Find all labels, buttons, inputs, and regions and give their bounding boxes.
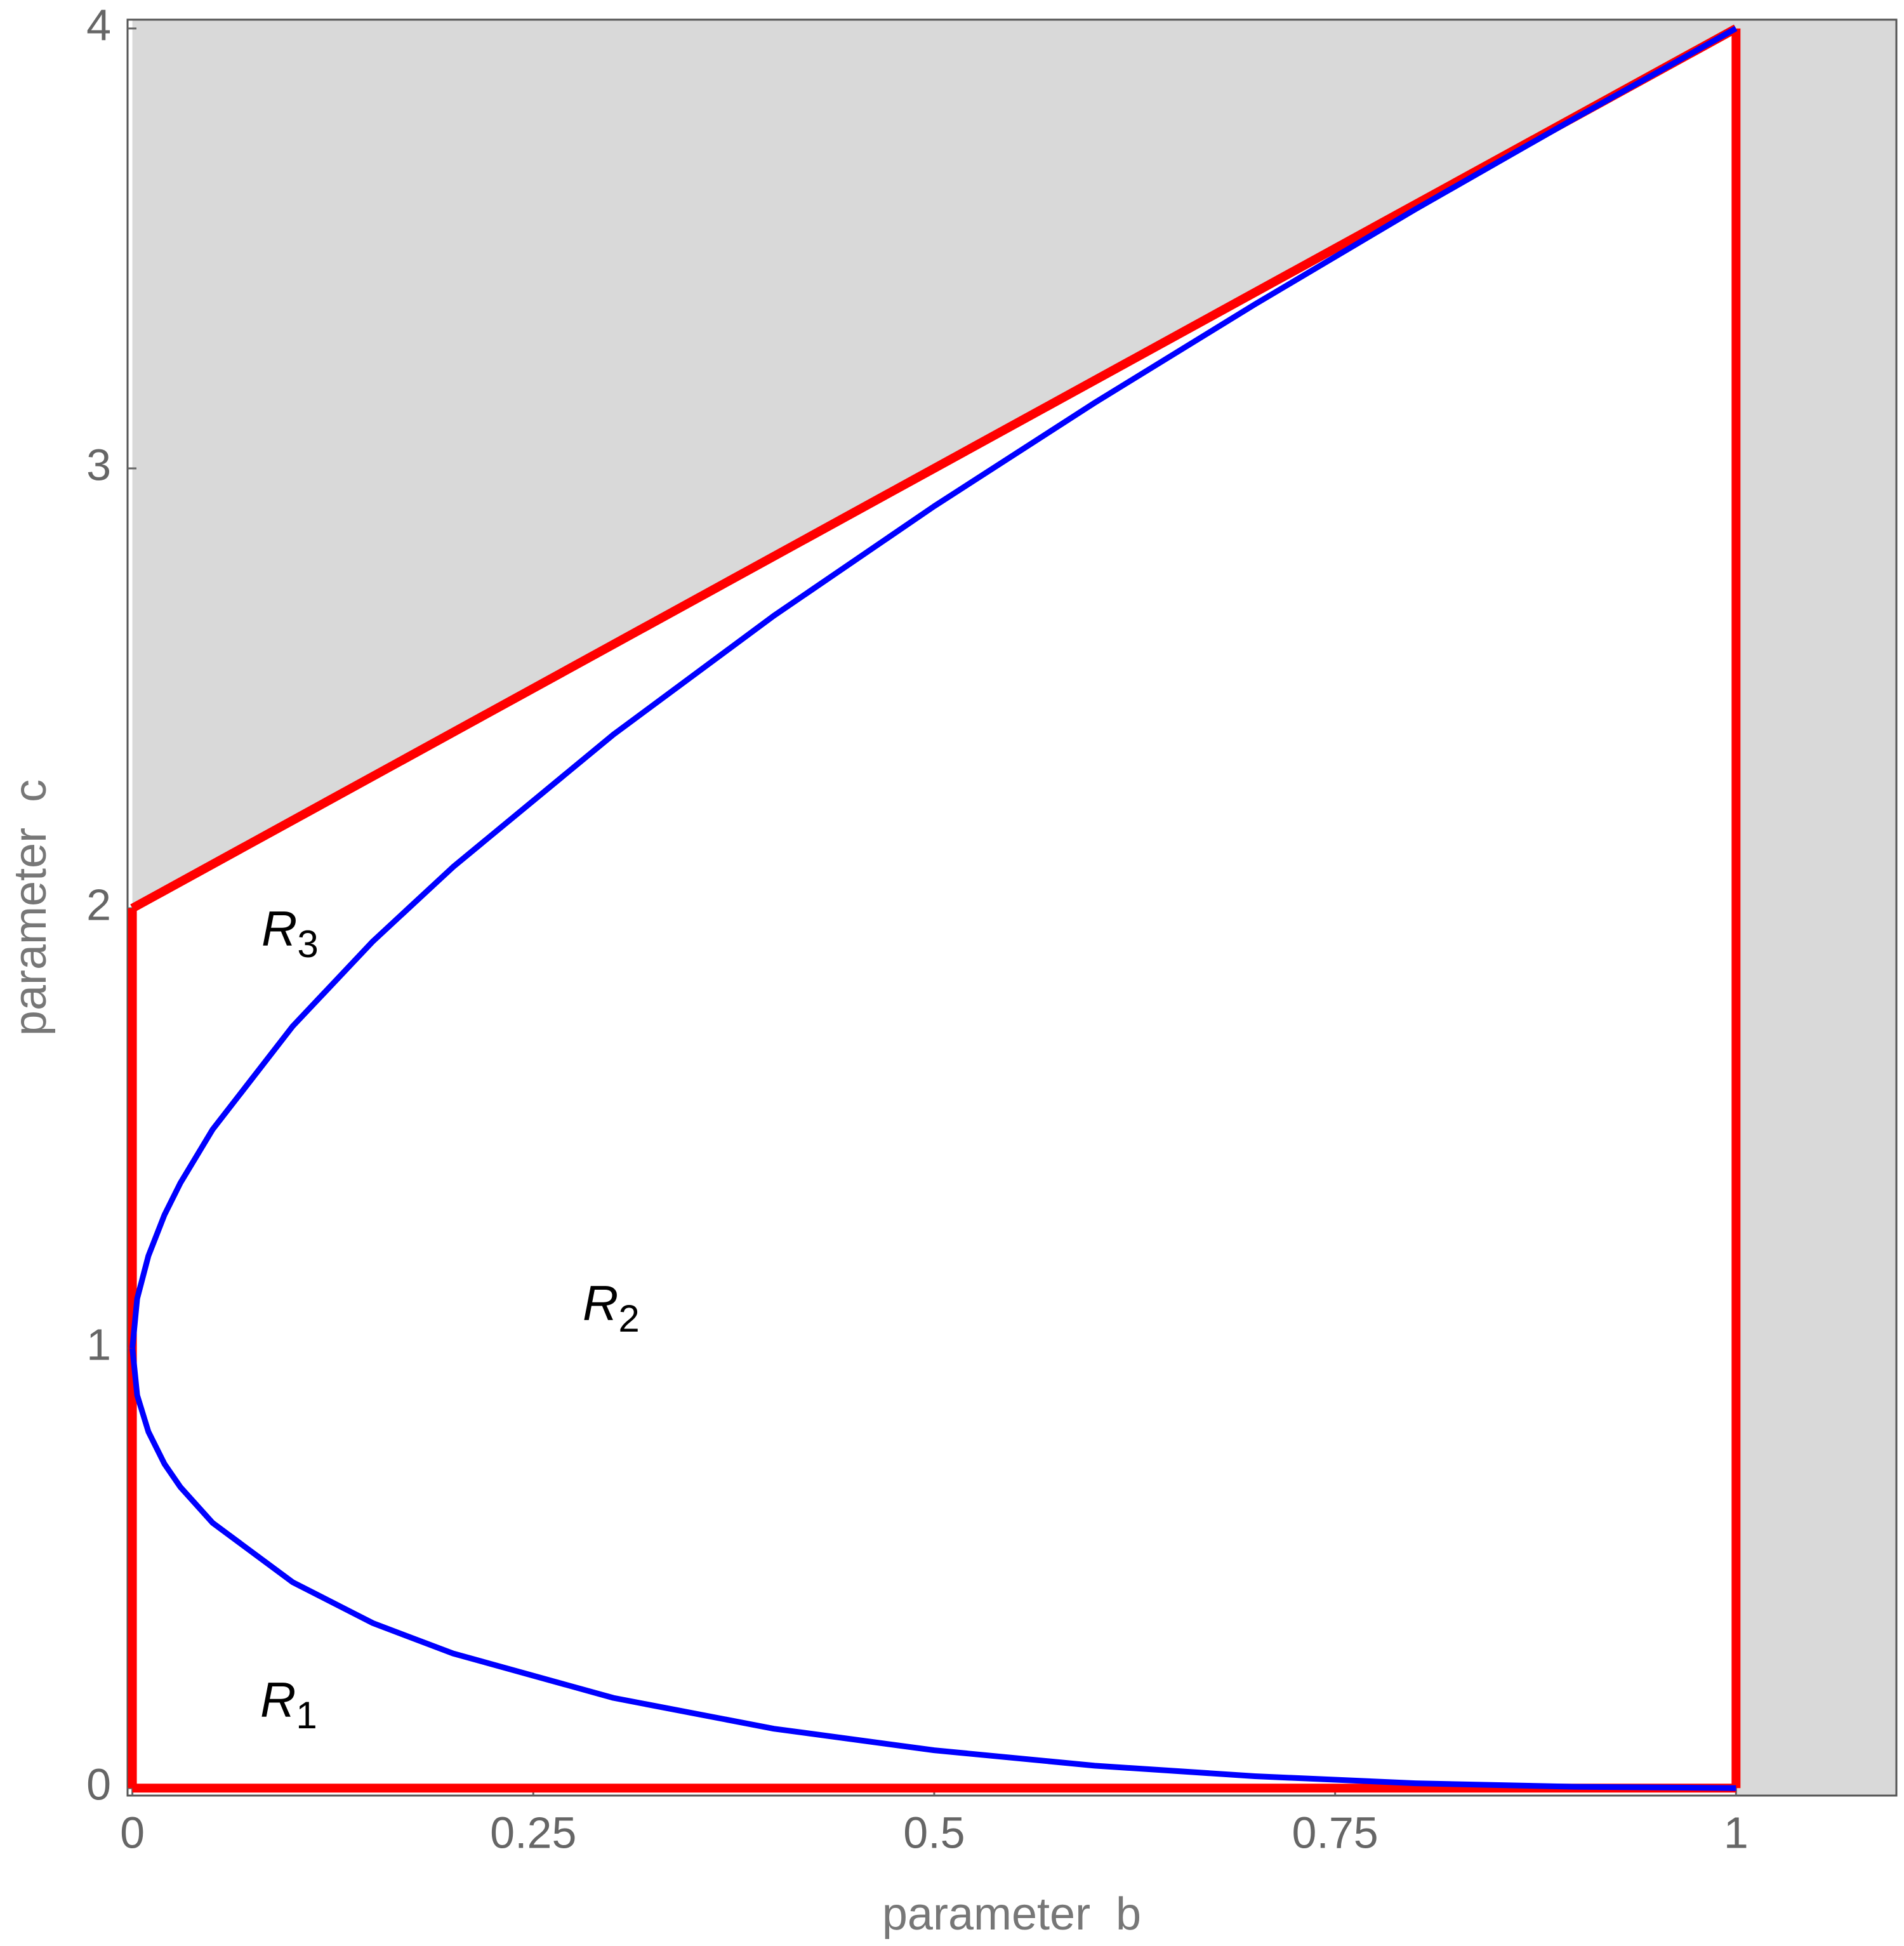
x-tick-label: 1: [1724, 1808, 1749, 1857]
region-label-sub: 2: [618, 1297, 639, 1340]
x-axis-label: parameter b: [882, 1889, 1141, 1940]
x-tick-label: 0.25: [490, 1808, 576, 1857]
shaded-region: [132, 20, 1896, 1796]
x-tick-label: 0: [120, 1808, 145, 1857]
y-tick-label: 3: [86, 440, 111, 489]
region-label-sub: 3: [297, 923, 318, 965]
y-tick-label: 4: [86, 0, 111, 50]
curve: [129, 25, 1738, 1349]
region-label-main: R: [261, 901, 297, 956]
y-tick-label: 0: [86, 1760, 111, 1810]
region-label: R3: [261, 901, 319, 965]
curve: [129, 1347, 1736, 1791]
x-tick-label: 0.75: [1292, 1808, 1378, 1857]
region-label-sub: 1: [296, 1694, 317, 1737]
y-tick-label: 1: [86, 1320, 111, 1370]
y-tick-label: 2: [86, 880, 111, 930]
region-label: R2: [583, 1275, 640, 1340]
x-tick-label: 0.5: [903, 1808, 965, 1857]
region-label-main: R: [583, 1275, 618, 1331]
region-label: R1: [260, 1672, 317, 1737]
curve: [130, 24, 1738, 913]
y-axis-label: parameter c: [5, 779, 56, 1036]
region-label-main: R: [260, 1672, 296, 1728]
